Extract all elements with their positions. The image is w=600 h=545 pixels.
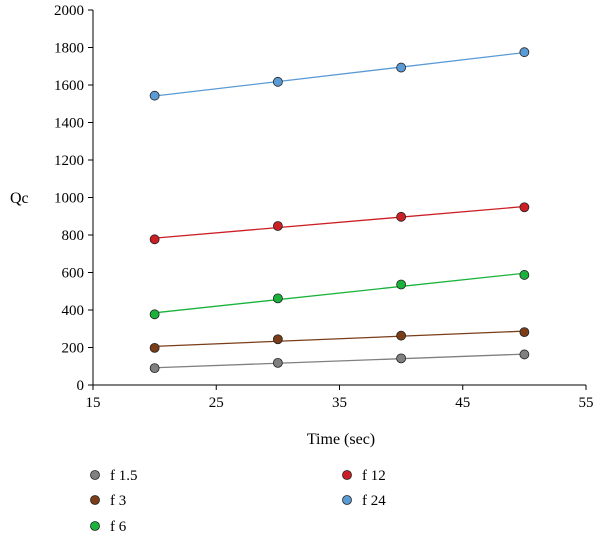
y-tick-label: 2000 xyxy=(54,3,84,19)
legend-item-f-3: f 3 xyxy=(90,493,126,509)
series-trendline xyxy=(154,330,525,348)
data-point xyxy=(396,353,407,364)
legend-item-f-12: f 12 xyxy=(342,468,386,484)
data-point xyxy=(519,47,530,58)
y-axis-title: Qc xyxy=(10,190,29,207)
legend-label: f 12 xyxy=(362,468,386,484)
series-f-1-5 xyxy=(149,349,530,374)
legend-label: f 1.5 xyxy=(110,468,138,484)
data-point xyxy=(149,234,160,245)
data-point xyxy=(272,334,283,345)
data-point xyxy=(149,363,160,374)
legend-marker xyxy=(90,495,100,505)
legend-label: f 24 xyxy=(362,493,386,509)
series-f-24 xyxy=(149,47,530,101)
x-axis-title: Time (sec) xyxy=(307,431,375,448)
y-tick-label: 1000 xyxy=(54,191,84,207)
x-tick-label: 55 xyxy=(579,395,594,411)
legend-marker xyxy=(342,495,352,505)
data-point xyxy=(396,330,407,341)
x-tick-label: 35 xyxy=(332,395,347,411)
legend-item-f-24: f 24 xyxy=(342,493,386,509)
legend: f 1.5 f 3 f 6 f 12 f 24 xyxy=(90,468,386,535)
y-tick-label: 200 xyxy=(62,341,85,357)
series-trendline xyxy=(154,272,525,314)
legend-item-f-6: f 6 xyxy=(90,519,127,535)
series-trendline xyxy=(154,51,525,97)
series-layer xyxy=(149,47,530,374)
data-point xyxy=(519,202,530,213)
y-tick-label: 400 xyxy=(62,303,85,319)
y-tick-label: 0 xyxy=(77,378,85,394)
series-f-6 xyxy=(149,270,530,320)
data-point xyxy=(272,221,283,231)
data-point xyxy=(519,327,530,338)
data-point xyxy=(272,76,283,87)
series-trendline xyxy=(154,353,525,369)
x-tick-label: 45 xyxy=(455,395,470,411)
legend-item-f-1-5: f 1.5 xyxy=(90,468,138,484)
series-f-12 xyxy=(149,202,530,245)
y-tick-label: 1200 xyxy=(54,153,84,169)
y-tick-label: 800 xyxy=(62,228,85,244)
data-point xyxy=(396,211,407,222)
y-tick-label: 1800 xyxy=(54,41,84,57)
legend-label: f 3 xyxy=(110,493,126,509)
data-point xyxy=(272,293,283,304)
x-tick-label: 15 xyxy=(86,395,101,411)
y-tick-label: 1600 xyxy=(54,78,84,94)
data-point xyxy=(149,309,160,320)
data-point xyxy=(519,349,530,360)
x-tick-label: 25 xyxy=(209,395,224,411)
data-point xyxy=(149,90,160,101)
legend-label: f 6 xyxy=(110,519,127,535)
legend-marker xyxy=(342,470,352,480)
data-point xyxy=(519,270,530,280)
y-tick-label: 1400 xyxy=(54,116,84,132)
axes-layer: 0 200 400 600 800 1000 1200 1400 1600 1800 2000 15 2… xyxy=(54,3,594,411)
series-f-3 xyxy=(149,327,530,353)
data-point xyxy=(272,357,283,368)
y-tick-label: 600 xyxy=(62,266,85,282)
legend-marker xyxy=(90,470,100,480)
series-trendline xyxy=(154,205,525,239)
data-point xyxy=(149,342,160,353)
data-point xyxy=(396,62,407,73)
legend-marker xyxy=(90,521,100,531)
data-point xyxy=(396,279,407,290)
